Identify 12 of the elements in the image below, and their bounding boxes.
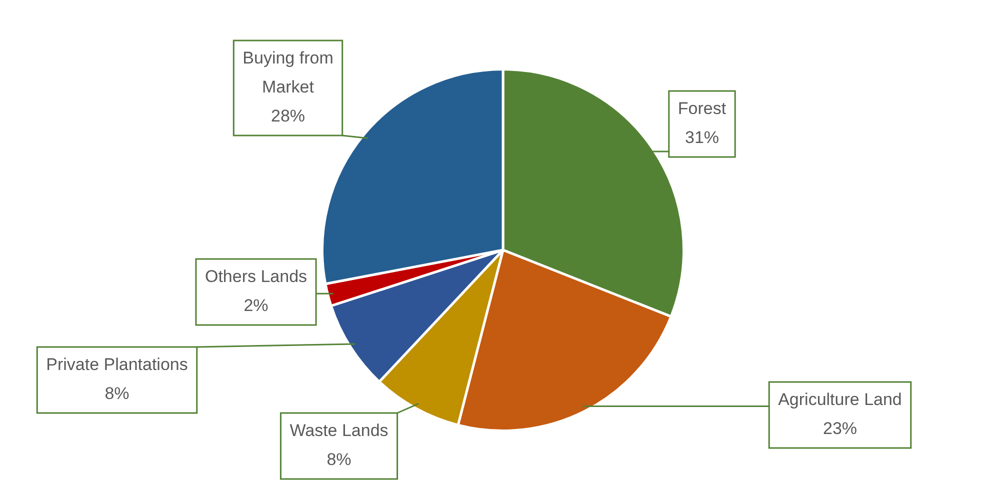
slice-label: Private Plantations bbox=[46, 355, 188, 374]
data-label: 23% bbox=[822, 419, 858, 438]
slice-label: Buying from Market bbox=[242, 48, 334, 97]
data-label: 8% bbox=[104, 384, 130, 404]
slice-label: Waste Lands bbox=[290, 421, 388, 440]
data-label: 8% bbox=[326, 450, 352, 470]
data-label: 28% bbox=[270, 106, 306, 126]
slice-label: Forest bbox=[678, 99, 726, 118]
slice-label: Agriculture Land bbox=[778, 390, 902, 410]
data-label: 31% bbox=[684, 128, 720, 148]
slice-label: Others Lands bbox=[204, 267, 308, 286]
data-label: 2% bbox=[244, 296, 268, 316]
